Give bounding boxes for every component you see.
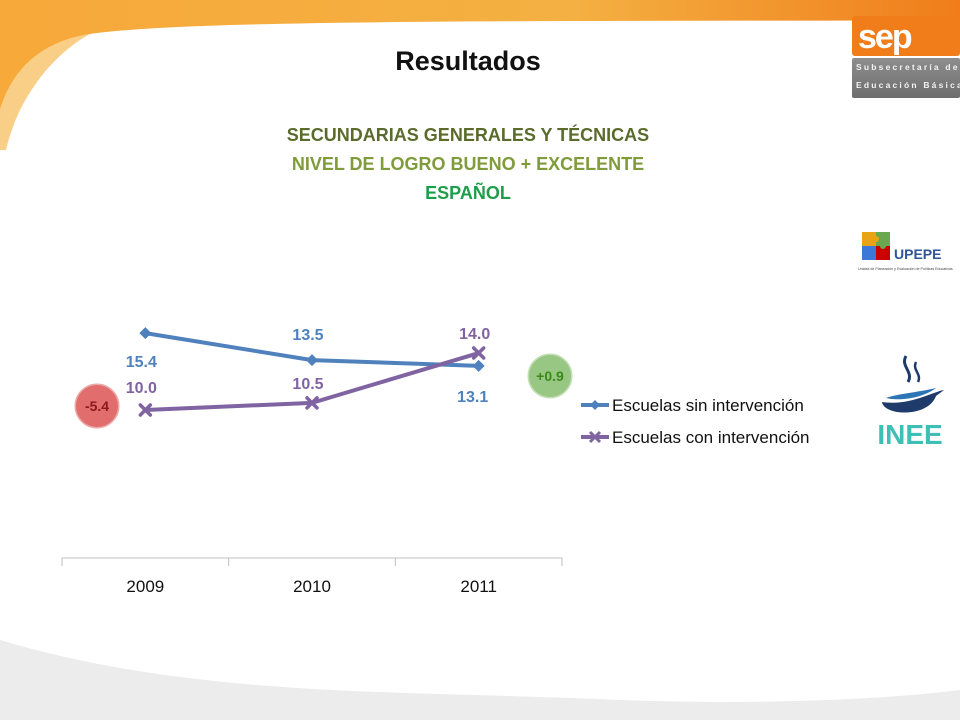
x-tick-label-2011: 2011 [460, 577, 497, 596]
legend-swatch-marker [590, 400, 600, 410]
data-point-marker [306, 354, 318, 367]
sep-logo-gray-block [852, 58, 960, 98]
data-label: 15.4 [126, 354, 157, 371]
data-label: 13.1 [457, 389, 488, 406]
data-point-marker [305, 396, 319, 410]
page-title: Resultados [395, 46, 541, 76]
steaming-cup-icon [882, 355, 944, 413]
upepe-logo-name: UPEPE [894, 246, 941, 262]
data-point-marker [139, 327, 152, 340]
x-tick-label-2010: 2010 [293, 577, 331, 596]
inee-logo: INEE [877, 355, 944, 450]
legend-swatch-marker [588, 430, 602, 444]
data-label: 10.5 [292, 376, 323, 393]
inee-logo-name: INEE [877, 419, 942, 450]
difference-badge [527, 353, 573, 399]
marker-stroke [138, 403, 153, 417]
data-label: 10.0 [126, 380, 157, 397]
legend-entry-label: Escuelas con intervención [612, 428, 810, 447]
x-tick-label-2009: 2009 [126, 577, 164, 596]
data-label: 14.0 [459, 326, 490, 343]
legend-entry-label: Escuelas sin intervención [612, 396, 804, 415]
difference-badge-label: -5.4 [85, 398, 109, 414]
chart-subtitle-school-type: SECUNDARIAS GENERALES Y TÉCNICAS [286, 125, 650, 145]
marker-stroke [471, 346, 486, 360]
difference-badge [74, 383, 120, 429]
marker-stroke [305, 396, 319, 410]
sep-logo-line-1: Subsecretaría de [856, 62, 960, 72]
sep-logo-line-2: Educación Básica [856, 80, 960, 90]
chart-subtitle-subject: ESPAÑOL [425, 183, 511, 203]
difference-badge-label: +0.9 [536, 368, 564, 384]
upepe-logo-caption: Unidad de Planeación y Evaluación de Pol… [858, 267, 953, 271]
chart-subtitle-achievement-level: NIVEL DE LOGRO BUENO + EXCELENTE [291, 154, 645, 174]
sep-logo: sep Subsecretaría de Educación Básica [852, 16, 960, 98]
sep-logo-orange-block [852, 16, 960, 56]
upepe-logo: UPEPE Unidad de Planeación y Evaluación … [858, 232, 953, 271]
sep-logo-wordmark: sep [858, 18, 913, 56]
data-point-marker [472, 359, 485, 372]
puzzle-icon [862, 232, 890, 260]
data-point-marker [138, 403, 153, 417]
data-point-marker [471, 346, 486, 360]
data-label: 13.5 [292, 327, 323, 344]
